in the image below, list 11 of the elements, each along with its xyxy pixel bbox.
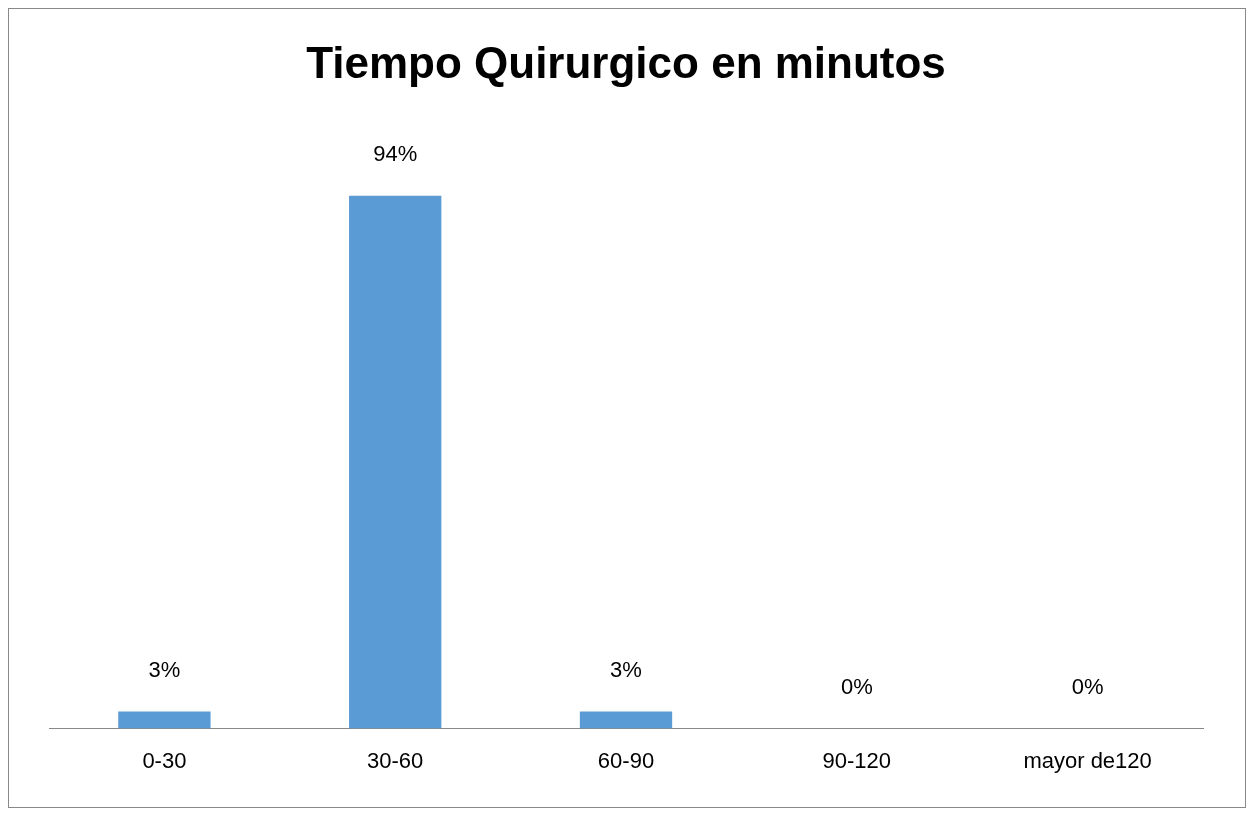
data-label: 94% — [373, 140, 418, 166]
data-label: 0% — [1071, 673, 1104, 699]
data-label: 3% — [610, 656, 642, 682]
x-tick-label: mayor de120 — [1023, 747, 1152, 773]
data-label: 3% — [148, 656, 181, 682]
x-tick-label: 0-30 — [142, 747, 187, 773]
data-label: 0% — [840, 673, 873, 699]
x-tick-label: 90-120 — [822, 747, 892, 773]
x-tick-label: 30-60 — [367, 747, 424, 773]
x-tick-label: 60-90 — [597, 747, 655, 773]
chart-title: Tiempo Quirurgico en minutos — [306, 37, 946, 87]
